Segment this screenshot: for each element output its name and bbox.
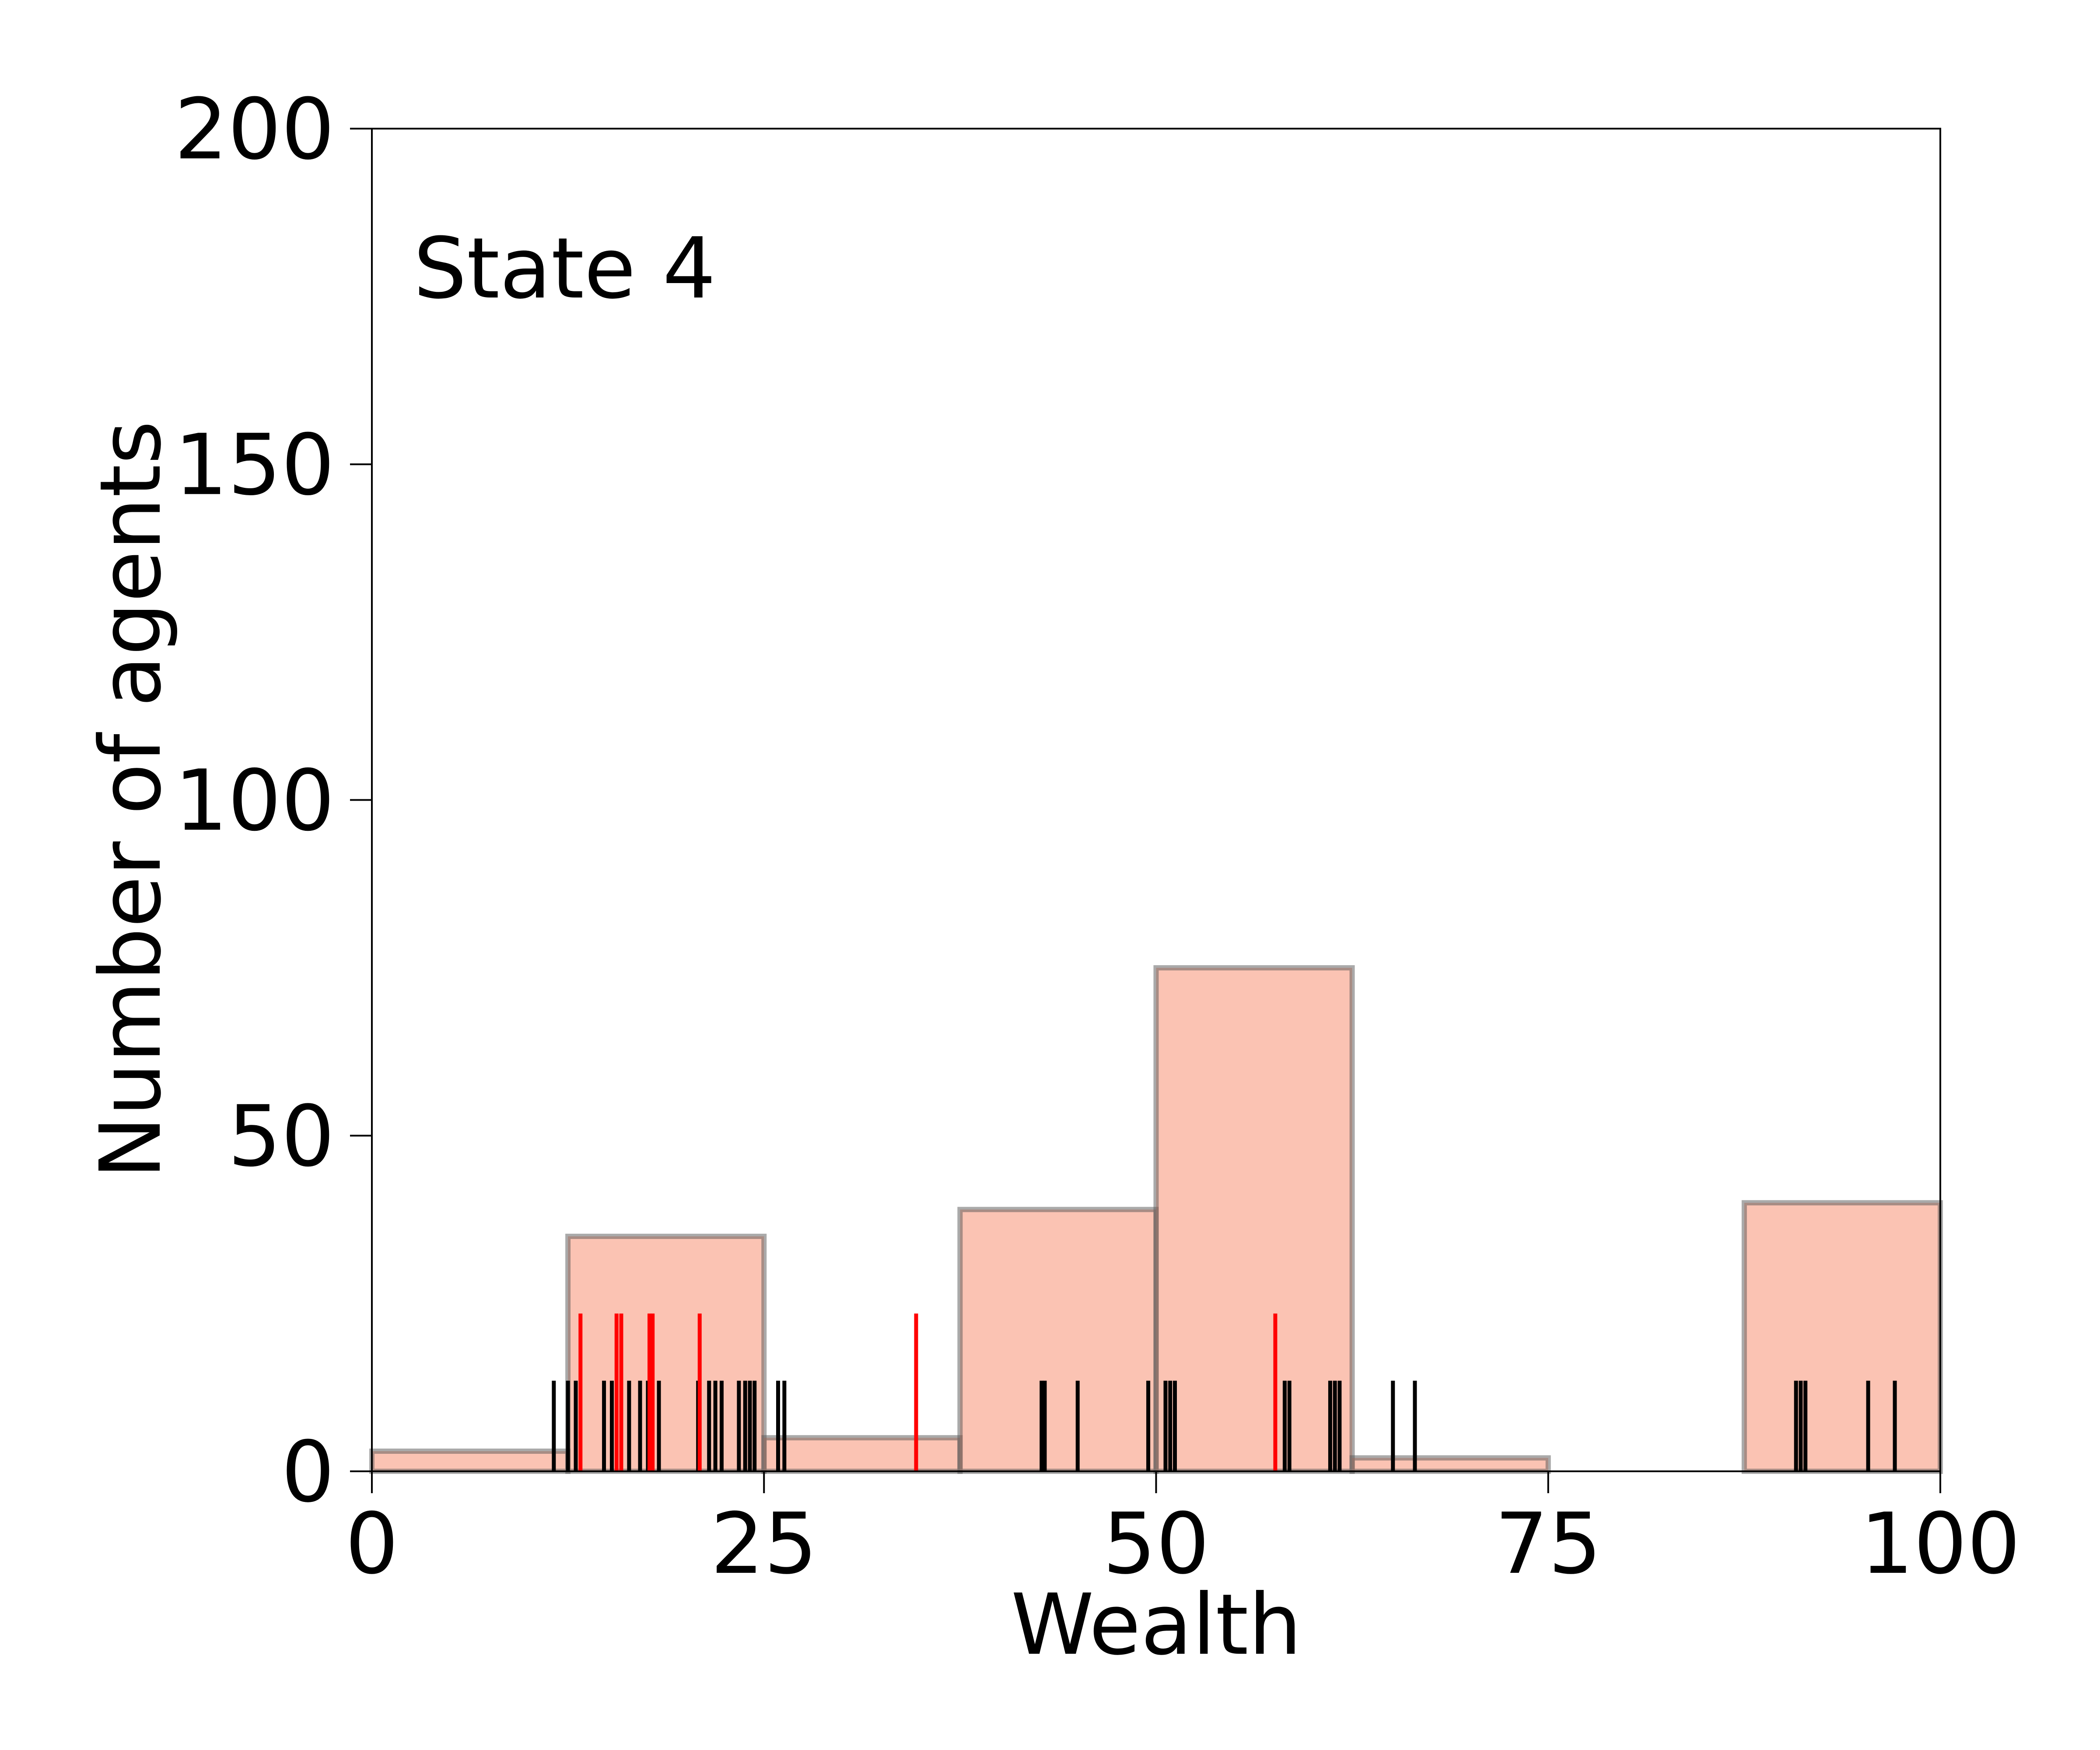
x-tick-label: 75	[1495, 1495, 1602, 1593]
x-tick-label: 25	[710, 1495, 817, 1593]
histogram-bar	[1153, 965, 1355, 1474]
histogram-bar	[369, 1448, 571, 1474]
histogram-bars	[369, 965, 1943, 1474]
y-tick-label: 100	[175, 752, 335, 850]
histogram-bar	[1741, 1200, 1943, 1474]
x-axis-ticks: 0 25 50 75 100	[345, 1471, 2020, 1593]
histogram-bar	[1349, 1455, 1551, 1474]
state-annotation: State 4	[413, 220, 716, 318]
histogram-bar	[565, 1233, 767, 1474]
x-tick-label: 0	[345, 1495, 399, 1593]
x-tick-label: 50	[1102, 1495, 1209, 1593]
y-tick-label: 50	[228, 1088, 335, 1186]
x-tick-label: 100	[1860, 1495, 2020, 1593]
y-axis-label: Number of agents	[82, 420, 180, 1179]
histogram-bar	[761, 1435, 963, 1474]
x-axis-label: Wealth	[1011, 1576, 1302, 1674]
y-tick-label: 150	[175, 416, 335, 514]
y-axis-ticks: 0 50 100 150 200	[175, 81, 372, 1521]
histogram-bar	[957, 1207, 1159, 1474]
rug-marks	[552, 1313, 1897, 1471]
y-tick-label: 200	[175, 81, 335, 178]
y-tick-label: 0	[281, 1424, 335, 1521]
